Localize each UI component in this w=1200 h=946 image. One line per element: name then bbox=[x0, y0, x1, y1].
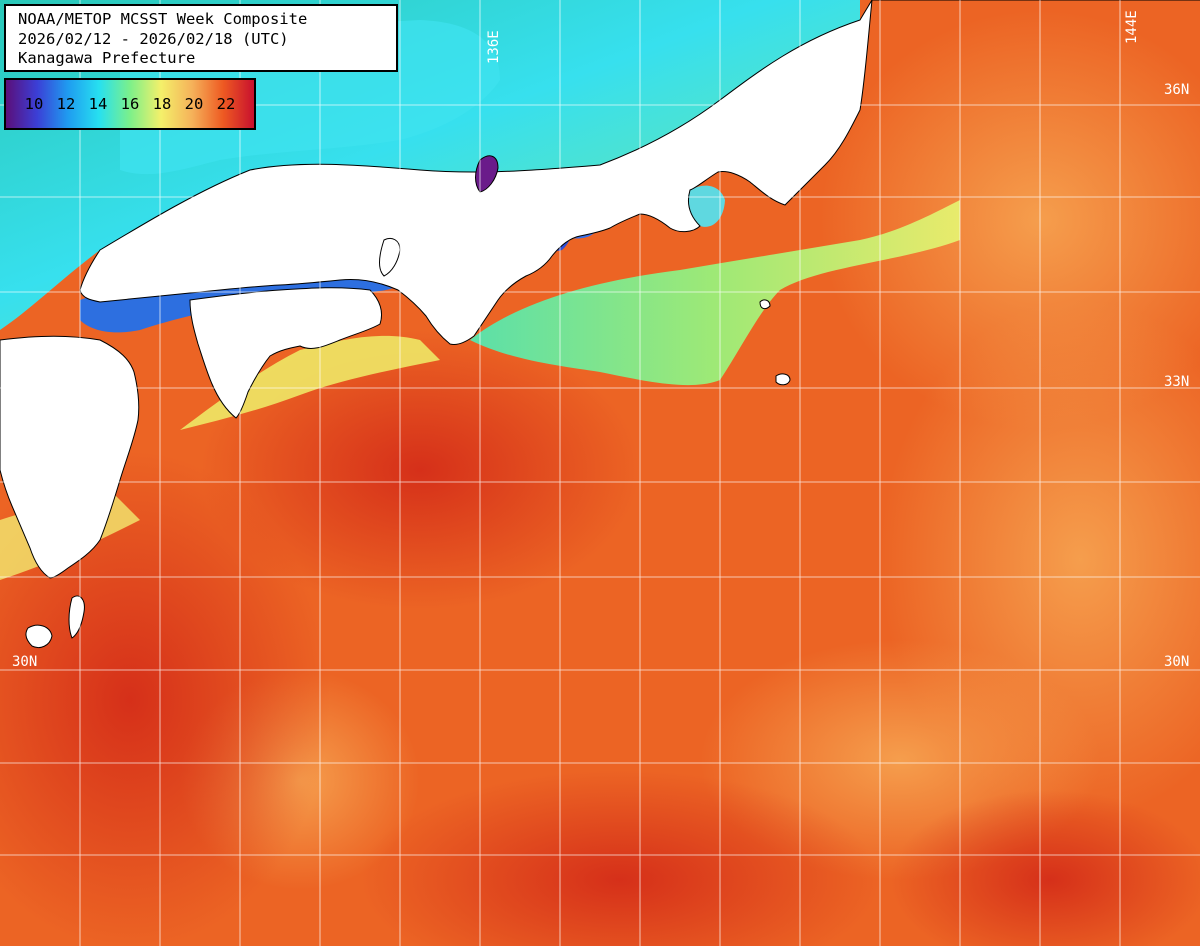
lake-biwa bbox=[475, 155, 499, 193]
suruga-bay bbox=[688, 185, 725, 227]
tanegashima bbox=[68, 595, 85, 639]
warm-patch-south bbox=[360, 770, 880, 946]
yakushima bbox=[25, 624, 53, 649]
color-scale-tick: 12 bbox=[56, 95, 76, 113]
title-date-range: 2026/02/12 - 2026/02/18 (UTC) bbox=[18, 29, 289, 48]
warm-patch-center bbox=[200, 330, 640, 610]
izu-oshima bbox=[775, 373, 791, 386]
shelf-water-west bbox=[180, 335, 440, 430]
lat-label-30n-left: 30N bbox=[12, 654, 38, 670]
color-scale-tick: 22 bbox=[216, 95, 236, 113]
color-scale-tick: 16 bbox=[120, 95, 140, 113]
awaji-island bbox=[379, 237, 401, 277]
shelf-water bbox=[470, 200, 960, 386]
warm-patch-west bbox=[0, 450, 330, 946]
lon-label-144e: 144E bbox=[1124, 10, 1140, 44]
warm-patch-southeast bbox=[890, 790, 1200, 946]
kyushu bbox=[0, 335, 140, 579]
title-product: NOAA/METOP MCSST Week Composite bbox=[18, 10, 308, 28]
color-scale-tick: 18 bbox=[152, 95, 172, 113]
color-scale-ticks: 10 12 14 16 18 20 22 bbox=[6, 80, 254, 128]
color-scale-tick: 14 bbox=[88, 95, 108, 113]
lon-label-136e: 136E bbox=[486, 30, 502, 64]
color-scale-legend: 10 12 14 16 18 20 22 bbox=[4, 78, 256, 130]
lat-label-33-left: 33 bbox=[12, 374, 29, 390]
shikoku bbox=[189, 287, 383, 419]
color-scale-tick: 10 bbox=[24, 95, 44, 113]
lat-label-30n-right: 30N bbox=[1164, 654, 1190, 670]
lat-label-36n: 36N bbox=[1164, 82, 1190, 98]
lat-label-33n: 33N bbox=[1164, 374, 1190, 390]
hachijojima bbox=[759, 299, 771, 310]
title-box: NOAA/METOP MCSST Week Composite 2026/02/… bbox=[4, 4, 398, 72]
color-scale-tick: 20 bbox=[184, 95, 204, 113]
title-region: Kanagawa Prefecture bbox=[18, 49, 196, 67]
